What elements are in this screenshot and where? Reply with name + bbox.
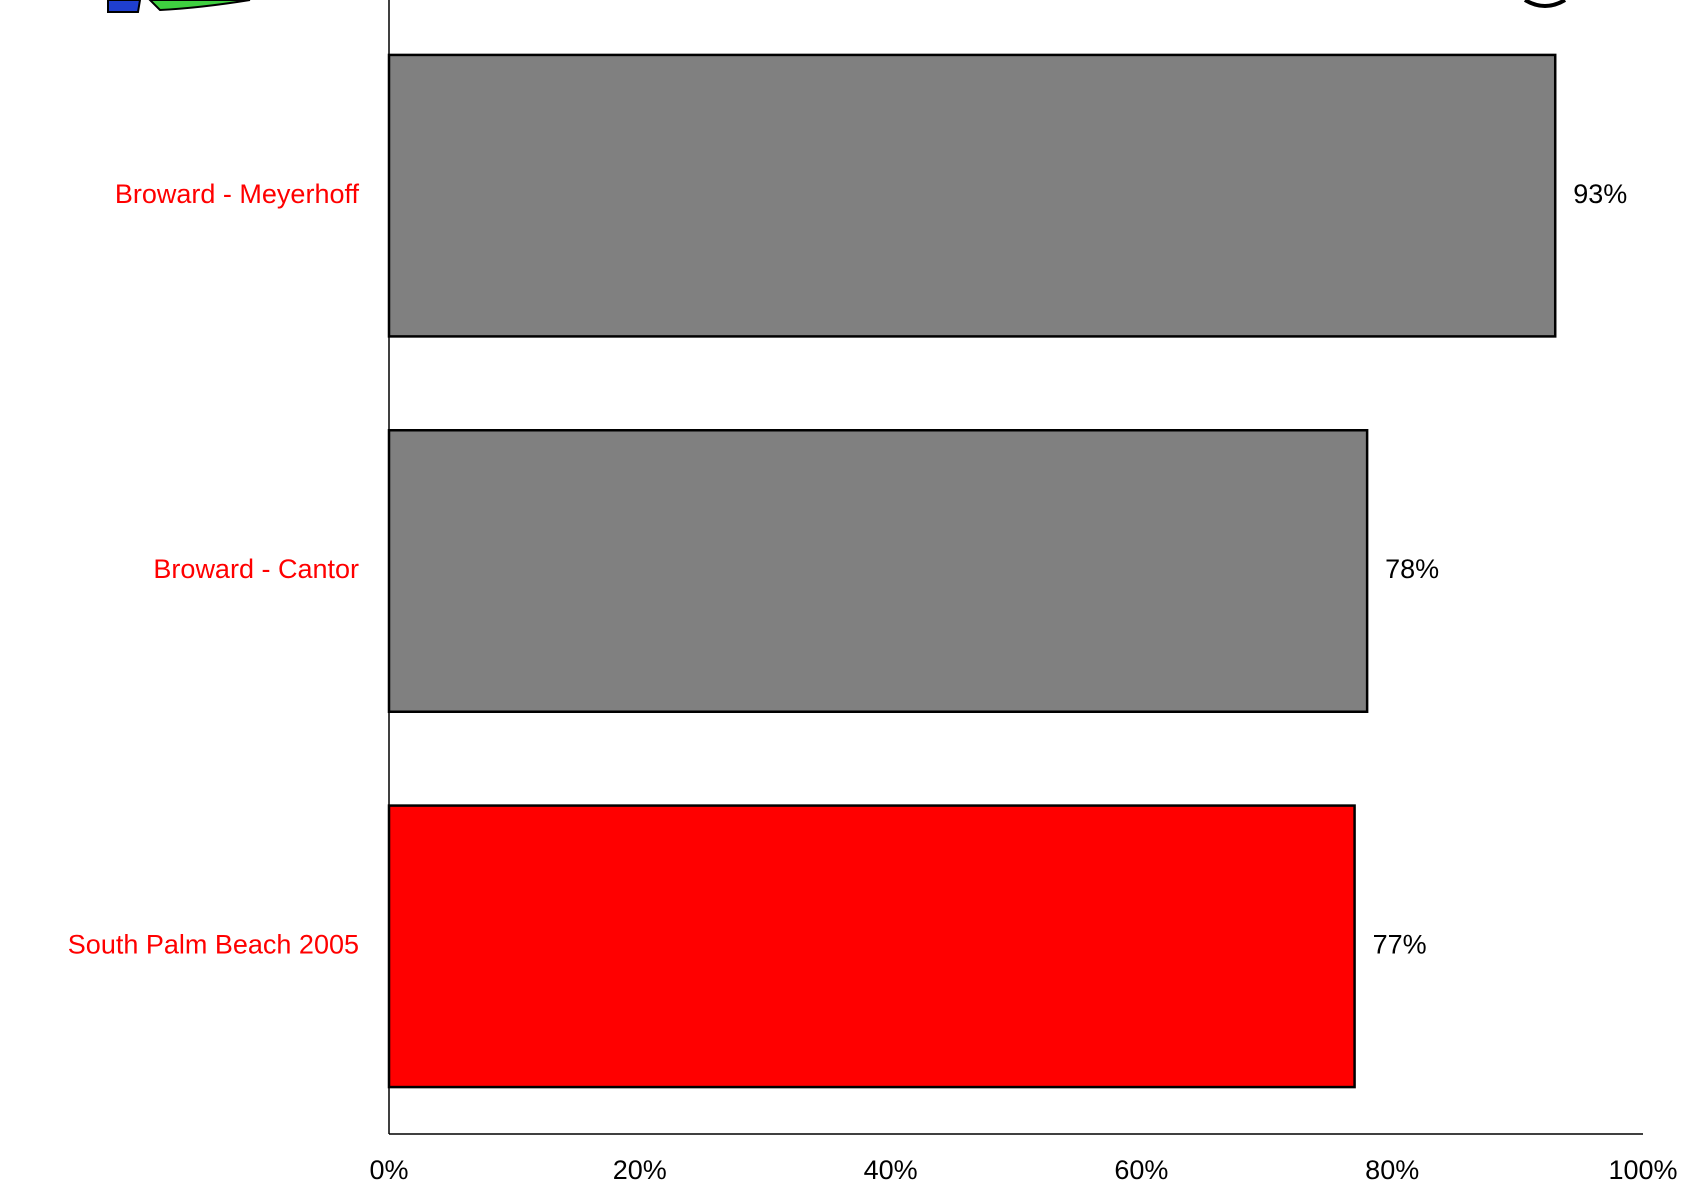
blue-shape-graphic	[107, 0, 142, 13]
green-shape-graphic	[148, 0, 251, 12]
x-tick-label-0: 0%	[369, 1155, 408, 1181]
category-label-1: Broward - Cantor	[153, 554, 359, 584]
x-tick-label-4: 80%	[1365, 1155, 1419, 1181]
data-label-1: 78%	[1385, 554, 1439, 584]
dark-arc-graphic	[1523, 0, 1567, 8]
x-tick-label-5: 100%	[1608, 1155, 1677, 1181]
x-tick-label-1: 20%	[613, 1155, 667, 1181]
x-tick-label-2: 40%	[864, 1155, 918, 1181]
data-label-2: 77%	[1373, 929, 1427, 959]
bar-2	[387, 804, 1356, 1089]
bar-0	[387, 53, 1557, 338]
category-label-0: Broward - Meyerhoff	[115, 179, 360, 209]
bars-layer: Broward - Meyerhoff 93% Broward - Cantor 78…	[68, 53, 1627, 1089]
axis-layer: 0% 20% 40% 60% 80% 100%	[369, 0, 1678, 1181]
data-label-0: 93%	[1573, 179, 1627, 209]
category-label-2: South Palm Beach 2005	[68, 929, 359, 959]
bar-1	[387, 429, 1369, 713]
x-tick-label-3: 60%	[1114, 1155, 1168, 1181]
decorative-corner-graphic	[107, 0, 1567, 13]
